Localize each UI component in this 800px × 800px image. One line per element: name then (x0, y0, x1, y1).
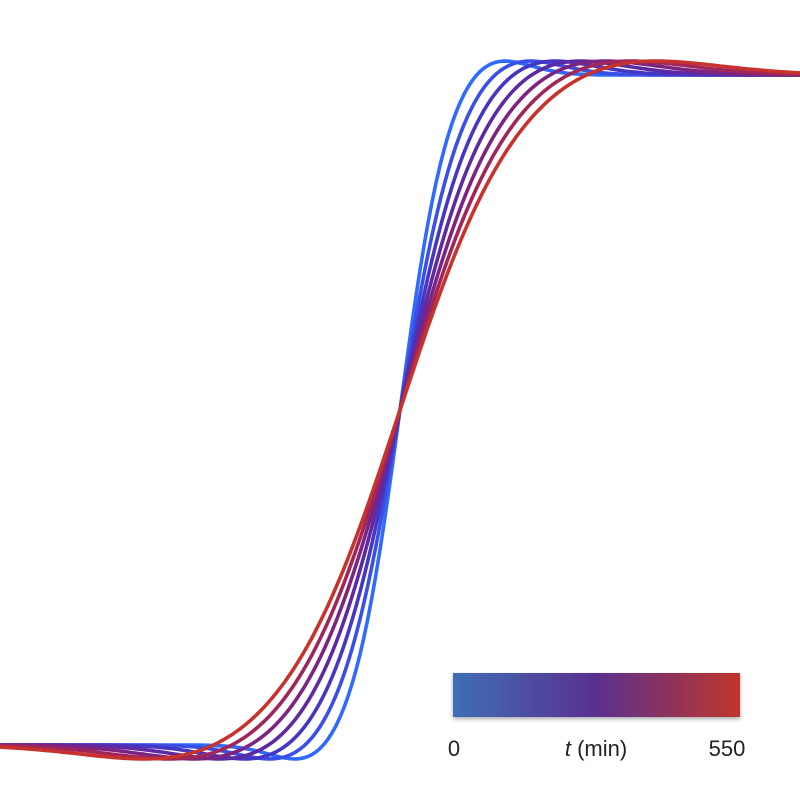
colorbar-gradient (453, 673, 740, 717)
colorbar-max-label: 550 (709, 736, 746, 761)
colorbar-variable: t (565, 736, 572, 761)
colorbar-min-label: 0 (448, 736, 460, 761)
colorbar: 0 t (min) 550 (436, 662, 758, 796)
series-line-6 (0, 59, 800, 761)
series-lines (0, 59, 800, 761)
colorbar-title: t (min) (565, 736, 627, 761)
colorbar-unit: (min) (577, 736, 627, 761)
